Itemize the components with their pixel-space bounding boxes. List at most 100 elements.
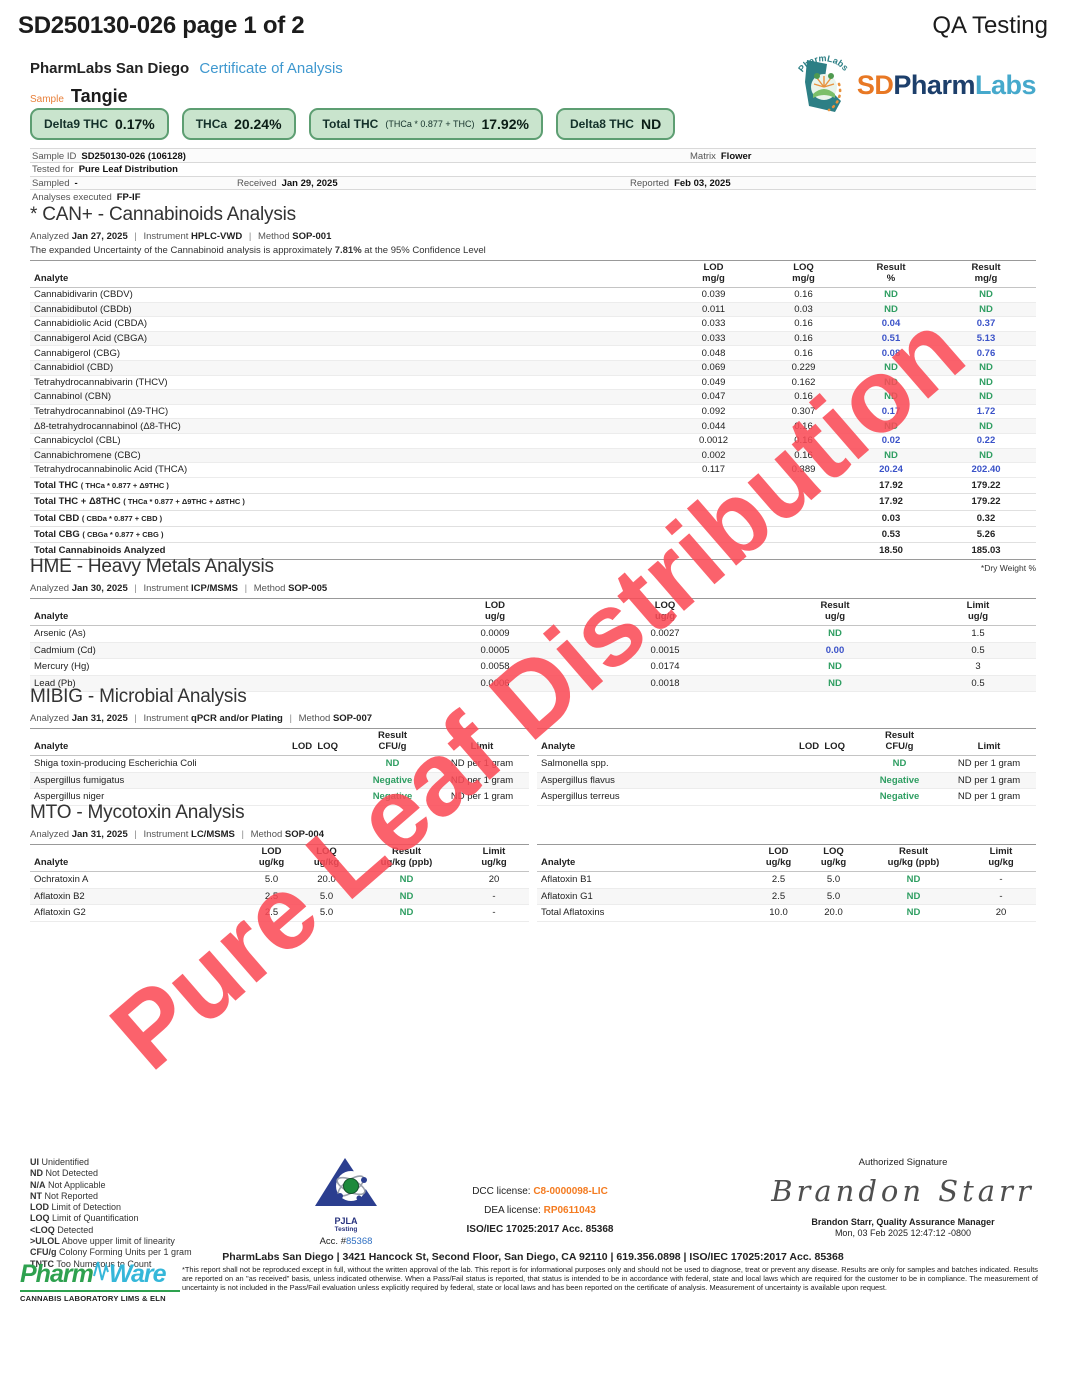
legend-text: Above upper limit of linearity (61, 1236, 175, 1247)
dcc-license-number[interactable]: C8-0000098-LIC (533, 1186, 608, 1197)
table-row: Cannabichromene (CBC) 0.002 0.16 ND ND (30, 448, 1036, 464)
legend-text: Unidentified (41, 1157, 90, 1167)
analyte-cell: Cannabigerol (CBG) (30, 345, 666, 361)
microbial-table-right: Analyte LOD LOQ Result CFU/g Limit Salmon… (537, 728, 1036, 806)
table-row: Tetrahydrocannabinol (Δ9-THC) 0.092 0.30… (30, 404, 1036, 420)
analyte-cell: Cannabidiolic Acid (CBDA) (30, 316, 666, 332)
loq-cell: 0.16 (761, 448, 846, 464)
lod-cell: 0.033 (666, 316, 761, 332)
analyte-cell: Cannabigerol Acid (CBGA) (30, 331, 666, 347)
limit-cell: ND per 1 gram (435, 755, 529, 773)
legend-text: Detected (57, 1224, 94, 1235)
badge-label: Delta8 THC (569, 117, 634, 131)
analyte-cell: Mercury (Hg) (30, 658, 410, 676)
table-row: Aspergillus fumigatus Negative ND per 1 … (30, 772, 529, 790)
total-pct-cell: 17.92 (846, 493, 936, 511)
legend-abbr: >ULOL (30, 1236, 60, 1247)
sdpharmlabs-logo-icon: PharmLabs (796, 54, 850, 112)
legend-abbr: N/A (30, 1179, 46, 1190)
sample-info-row: Sampled - Received Jan 29, 2025 Reported Fe… (30, 175, 1036, 190)
result-cell: 0.00 (750, 642, 920, 659)
result-mgg-cell: ND (936, 448, 1036, 464)
result-cell: ND (354, 871, 459, 889)
lod-cell: 0.0058 (410, 658, 580, 676)
sample-id-value: SD250130-026 (106128) (81, 150, 186, 162)
total-row: Total THC + Δ8THC ( THCa * 0.877 + Δ9THC… (30, 493, 1036, 511)
microbial-section: MIBIG - Microbial Analysis Analyzed Jan … (30, 686, 1036, 806)
thc-badges: Delta9 THC 0.17% THCa 20.24% Total THC (… (30, 108, 676, 140)
legend-abbr: CFU/g (30, 1247, 57, 1258)
legend-item: TNTC Too Numerous to Count (30, 1259, 192, 1270)
result-pct-cell: ND (846, 448, 936, 464)
table-row: Cannabigerol Acid (CBGA) 0.033 0.16 0.51… (30, 331, 1036, 347)
limit-cell: 0.5 (920, 675, 1036, 692)
badge-label: Delta9 THC (44, 117, 109, 131)
legend-item: ND Not Detected (30, 1168, 192, 1179)
result-mgg-cell: 0.37 (936, 316, 1036, 332)
heavy-metals-section: HME - Heavy Metals Analysis Analyzed Jan… (30, 556, 1036, 692)
thc-badge: Total THC (THCa * 0.877 + THC) 17.92% (308, 108, 543, 140)
disclaimer-text: *This report shall not be reproduced exc… (182, 1265, 1038, 1292)
total-row: Total CBD ( CBDa * 0.877 + CBD ) 0.03 0.… (30, 510, 1036, 527)
result-mgg-cell: 0.22 (936, 433, 1036, 449)
signature-script: Brandon Starr (771, 1174, 1035, 1208)
section-meta: Analyzed Jan 30, 2025 | Instrument ICP/M… (30, 583, 328, 594)
license-block: DCC license: C8-0000098-LIC DEA license:… (425, 1182, 655, 1239)
result-mgg-cell: ND (936, 360, 1036, 376)
result-pct-cell: 0.02 (846, 433, 936, 449)
limit-cell: - (459, 904, 529, 922)
microbial-table-left: Analyte LOD LOQ Result CFU/g Limit Shiga … (30, 728, 529, 806)
result-mgg-cell: 5.13 (936, 331, 1036, 347)
analyses-value: FP-IF (116, 191, 141, 203)
lod-cell: 2.5 (751, 871, 806, 889)
section-title: HME - Heavy Metals Analysis (30, 556, 274, 577)
table-row: Cannabinol (CBN) 0.047 0.16 ND ND (30, 389, 1036, 405)
legend-item: N/A Not Applicable (30, 1180, 192, 1191)
table-row: Salmonella spp. ND ND per 1 gram (537, 755, 1036, 773)
analyte-cell: Cannabidibutol (CBDb) (30, 302, 666, 318)
table-row: Tetrahydrocannabivarin (THCV) 0.049 0.16… (30, 375, 1036, 391)
total-pct-cell: 18.50 (846, 542, 936, 560)
heavy-metals-table: Analyte LOD ug/g LOQ ug/g Result ug/g Limit… (30, 598, 1036, 692)
mycotoxin-table-right: Analyte LOD ug/kg LOQ ug/kg Result ug/kg (p… (537, 844, 1036, 922)
table-row: Aflatoxin G1 2.5 5.0 ND - (537, 888, 1036, 906)
tested-for-value: Pure Leaf Distribution (78, 164, 178, 176)
analyte-cell: Cannabichromene (CBC) (30, 448, 666, 464)
analyte-cell: Cannabidiol (CBD) (30, 360, 666, 376)
lod-cell: 0.0009 (410, 625, 580, 643)
total-name: Total CBD (34, 512, 80, 524)
lod-cell: 0.117 (666, 462, 761, 478)
total-mgg-cell: 179.22 (936, 493, 1036, 511)
section-meta: Analyzed Jan 31, 2025 | Instrument qPCR … (30, 713, 373, 724)
analyte-cell: Cannabinol (CBN) (30, 389, 666, 405)
loq-cell: 5.0 (806, 871, 861, 889)
cannabinoids-section: * CAN+ - Cannabinoids Analysis Analyzed … (30, 204, 1036, 573)
sampled-value: - (74, 178, 78, 190)
result-cell: Negative (350, 772, 435, 790)
total-mgg-cell: 5.26 (936, 526, 1036, 544)
analyte-cell: Total Aflatoxins (537, 904, 751, 922)
table-row: Total Aflatoxins 10.0 20.0 ND 20 (537, 904, 1036, 922)
analyte-cell: Tetrahydrocannabinol (Δ9-THC) (30, 404, 666, 420)
lod-cell: 0.0012 (666, 433, 761, 449)
result-pct-cell: 0.51 (846, 331, 936, 347)
dea-license-number[interactable]: RP0611043 (543, 1205, 596, 1216)
total-name-cell: Total CBG ( CBGa * 0.877 + CBG ) (30, 526, 666, 544)
total-pct-cell: 17.92 (846, 476, 936, 495)
legend-abbr: UI (30, 1157, 39, 1167)
signer-name-title: Brandon Starr, Quality Assurance Manager (811, 1217, 995, 1227)
result-cell: ND (861, 888, 966, 906)
total-mgg-cell: 0.32 (936, 510, 1036, 527)
section-meta: Analyzed Jan 31, 2025 | Instrument LC/MS… (30, 829, 324, 840)
badge-value: ND (640, 116, 662, 132)
pjla-acc-number[interactable]: 85368 (345, 1236, 373, 1247)
limit-cell: 0.5 (920, 642, 1036, 659)
lod-cell: 0.048 (666, 345, 761, 361)
result-cell: ND (750, 658, 920, 676)
loq-cell: 0.16 (761, 331, 846, 347)
loq-cell: 0.16 (761, 418, 846, 434)
lod-cell: 0.044 (666, 418, 761, 434)
limit-cell: ND per 1 gram (942, 772, 1036, 790)
total-name: Total Cannabinoids Analyzed (34, 545, 166, 557)
